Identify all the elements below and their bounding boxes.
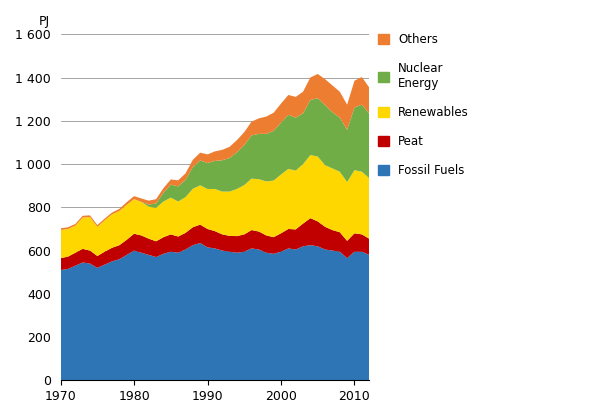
Legend: Others, Nuclear
Energy, Renewables, Peat, Fossil Fuels: Others, Nuclear Energy, Renewables, Peat… bbox=[378, 33, 469, 177]
Text: PJ: PJ bbox=[39, 15, 50, 28]
